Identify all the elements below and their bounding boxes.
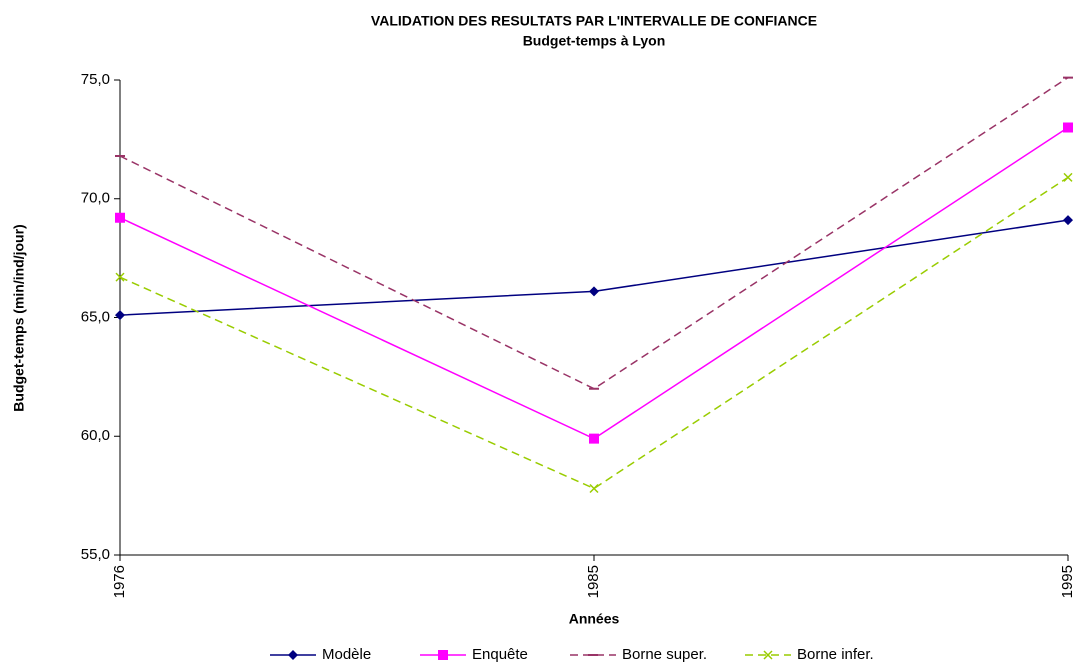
series-line (119, 126, 1069, 440)
x-tick-label: 1995 (1059, 565, 1076, 598)
legend-marker (288, 650, 298, 660)
y-tick-label: 75,0 (81, 71, 110, 88)
data-point (115, 272, 125, 282)
legend-label: Enquête (472, 646, 528, 663)
x-tick-label: 1985 (585, 565, 602, 598)
legend-marker (763, 650, 773, 660)
series-line (119, 219, 1069, 316)
y-axis-title: Budget-temps (min/ind/jour) (11, 224, 27, 411)
data-point (1063, 172, 1073, 182)
legend-marker (438, 650, 448, 660)
data-point (115, 310, 125, 321)
y-tick-label: 60,0 (81, 427, 110, 444)
y-tick-label: 70,0 (81, 190, 110, 207)
series-line (119, 76, 1069, 390)
data-point (115, 212, 125, 223)
data-point (589, 483, 599, 494)
series-line (119, 176, 1069, 490)
data-point (1063, 215, 1073, 226)
data-point (589, 286, 599, 297)
legend-label: Borne super. (622, 646, 707, 663)
legend-label: Modèle (322, 646, 371, 663)
chart-subtitle: Budget-temps à Lyon (523, 33, 666, 49)
data-point (1063, 122, 1073, 133)
chart-title: VALIDATION DES RESULTATS PAR L'INTERVALL… (371, 13, 817, 29)
legend-label: Borne infer. (797, 646, 874, 663)
x-axis-title: Années (569, 611, 620, 627)
y-tick-label: 65,0 (81, 308, 110, 325)
x-tick-label: 1976 (111, 565, 128, 598)
data-point (589, 433, 599, 444)
y-tick-label: 55,0 (81, 546, 110, 563)
